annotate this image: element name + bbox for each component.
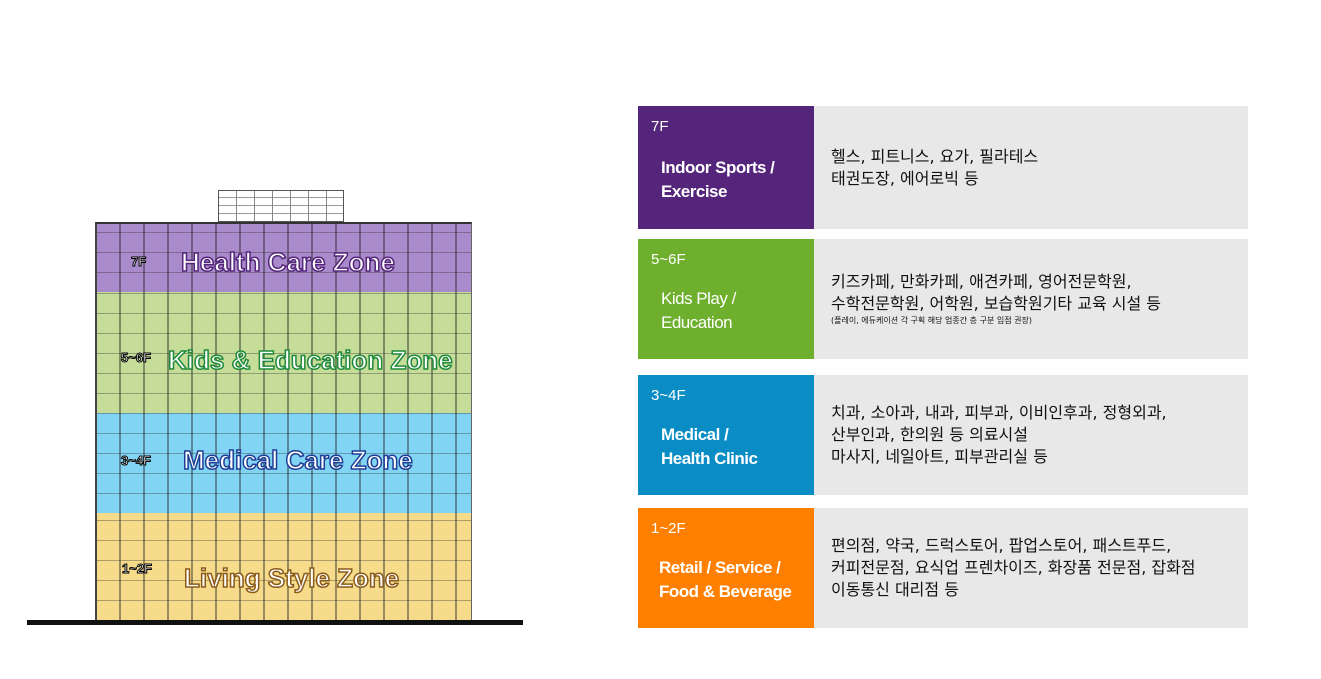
desc-line: 태권도장, 에어로빅 등	[831, 168, 979, 188]
zone-floor-label: 3~4F	[121, 453, 152, 469]
desc-line: 키즈카페, 만화카페, 애견카페, 영어전문학원,	[831, 272, 1132, 291]
floor-label: 5~6F	[651, 251, 686, 268]
floor-tag: 5~6F Kids Play / Education	[638, 239, 814, 359]
category-line: Exercise	[661, 182, 727, 201]
zone-1-2f	[95, 513, 472, 620]
floor-label: 3~4F	[651, 387, 686, 404]
description: 헬스, 피트니스, 요가, 필라테스 태권도장, 에어로빅 등	[814, 106, 1248, 229]
category-line: Education	[661, 313, 733, 332]
category-line: Kids Play /	[661, 289, 736, 308]
category-line: Medical /	[661, 425, 729, 444]
desc-note: (플레이, 에듀케이션 각 구획 해당 업종간 층 구분 입점 권장)	[831, 316, 1032, 325]
floor-tag: 3~4F Medical / Health Clinic	[638, 375, 814, 495]
desc-line: 커피전문점, 요식업 프렌차이즈, 화장품 전문점, 잡화점	[831, 558, 1196, 577]
category-name: Kids Play / Education	[661, 287, 736, 335]
ground-line	[27, 620, 523, 625]
desc-line: 헬스, 피트니스, 요가, 필라테스	[831, 146, 1039, 166]
floor-tag: 7F Indoor Sports / Exercise	[638, 106, 814, 229]
category-name: Medical / Health Clinic	[661, 423, 758, 471]
floor-tag: 1~2F Retail / Service / Food & Beverage	[638, 508, 814, 628]
desc-line: 편의점, 약국, 드럭스토어, 팝업스토어, 패스트푸드,	[831, 536, 1172, 555]
rooftop-structure	[218, 190, 344, 222]
zone-3-4f	[95, 413, 472, 513]
table-row: 3~4F Medical / Health Clinic 치과, 소아과, 내과,…	[638, 375, 1248, 495]
floor-label: 1~2F	[651, 520, 686, 537]
desc-line: 치과, 소아과, 내과, 피부과, 이비인후과, 정형외과,	[831, 403, 1167, 422]
zone-name-label: Living Style Zone	[183, 562, 400, 594]
category-line: Retail / Service /	[659, 558, 781, 577]
zone-5-6f	[95, 292, 472, 413]
zone-floor-label: 7F	[130, 254, 147, 270]
desc-line: 수학전문학원, 어학원, 보습학원기타 교육 시설 등	[831, 294, 1162, 313]
table-row: 5~6F Kids Play / Education 키즈카페, 만화카페, 애견…	[638, 239, 1248, 359]
category-name: Retail / Service / Food & Beverage	[659, 556, 792, 604]
category-line: Food & Beverage	[659, 582, 792, 601]
zone-7f	[95, 222, 472, 292]
table-row: 1~2F Retail / Service / Food & Beverage 편…	[638, 508, 1248, 628]
description: 치과, 소아과, 내과, 피부과, 이비인후과, 정형외과, 산부인과, 한의원 …	[814, 375, 1248, 495]
category-line: Health Clinic	[661, 449, 758, 468]
desc-line: 마사지, 네일아트, 피부관리실 등	[831, 447, 1048, 466]
description: 편의점, 약국, 드럭스토어, 팝업스토어, 패스트푸드, 커피전문점, 요식업 …	[814, 508, 1248, 628]
zone-floor-label: 5~6F	[121, 350, 152, 366]
description: 키즈카페, 만화카페, 애견카페, 영어전문학원, 수학전문학원, 어학원, 보습…	[814, 239, 1248, 359]
zone-floor-label: 1~2F	[122, 561, 153, 577]
zone-name-label: Kids & Education Zone	[167, 344, 453, 376]
table-row: 7F Indoor Sports / Exercise 헬스, 피트니스, 요가,…	[638, 106, 1248, 229]
floor-label: 7F	[651, 118, 669, 135]
desc-line: 이동통신 대리점 등	[831, 580, 959, 599]
zone-name-label: Health Care Zone	[180, 246, 395, 278]
zone-name-label: Medical Care Zone	[182, 444, 413, 476]
desc-line: 산부인과, 한의원 등 의료시설	[831, 425, 1028, 444]
category-line: Indoor Sports /	[661, 158, 775, 177]
category-name: Indoor Sports / Exercise	[661, 156, 775, 204]
